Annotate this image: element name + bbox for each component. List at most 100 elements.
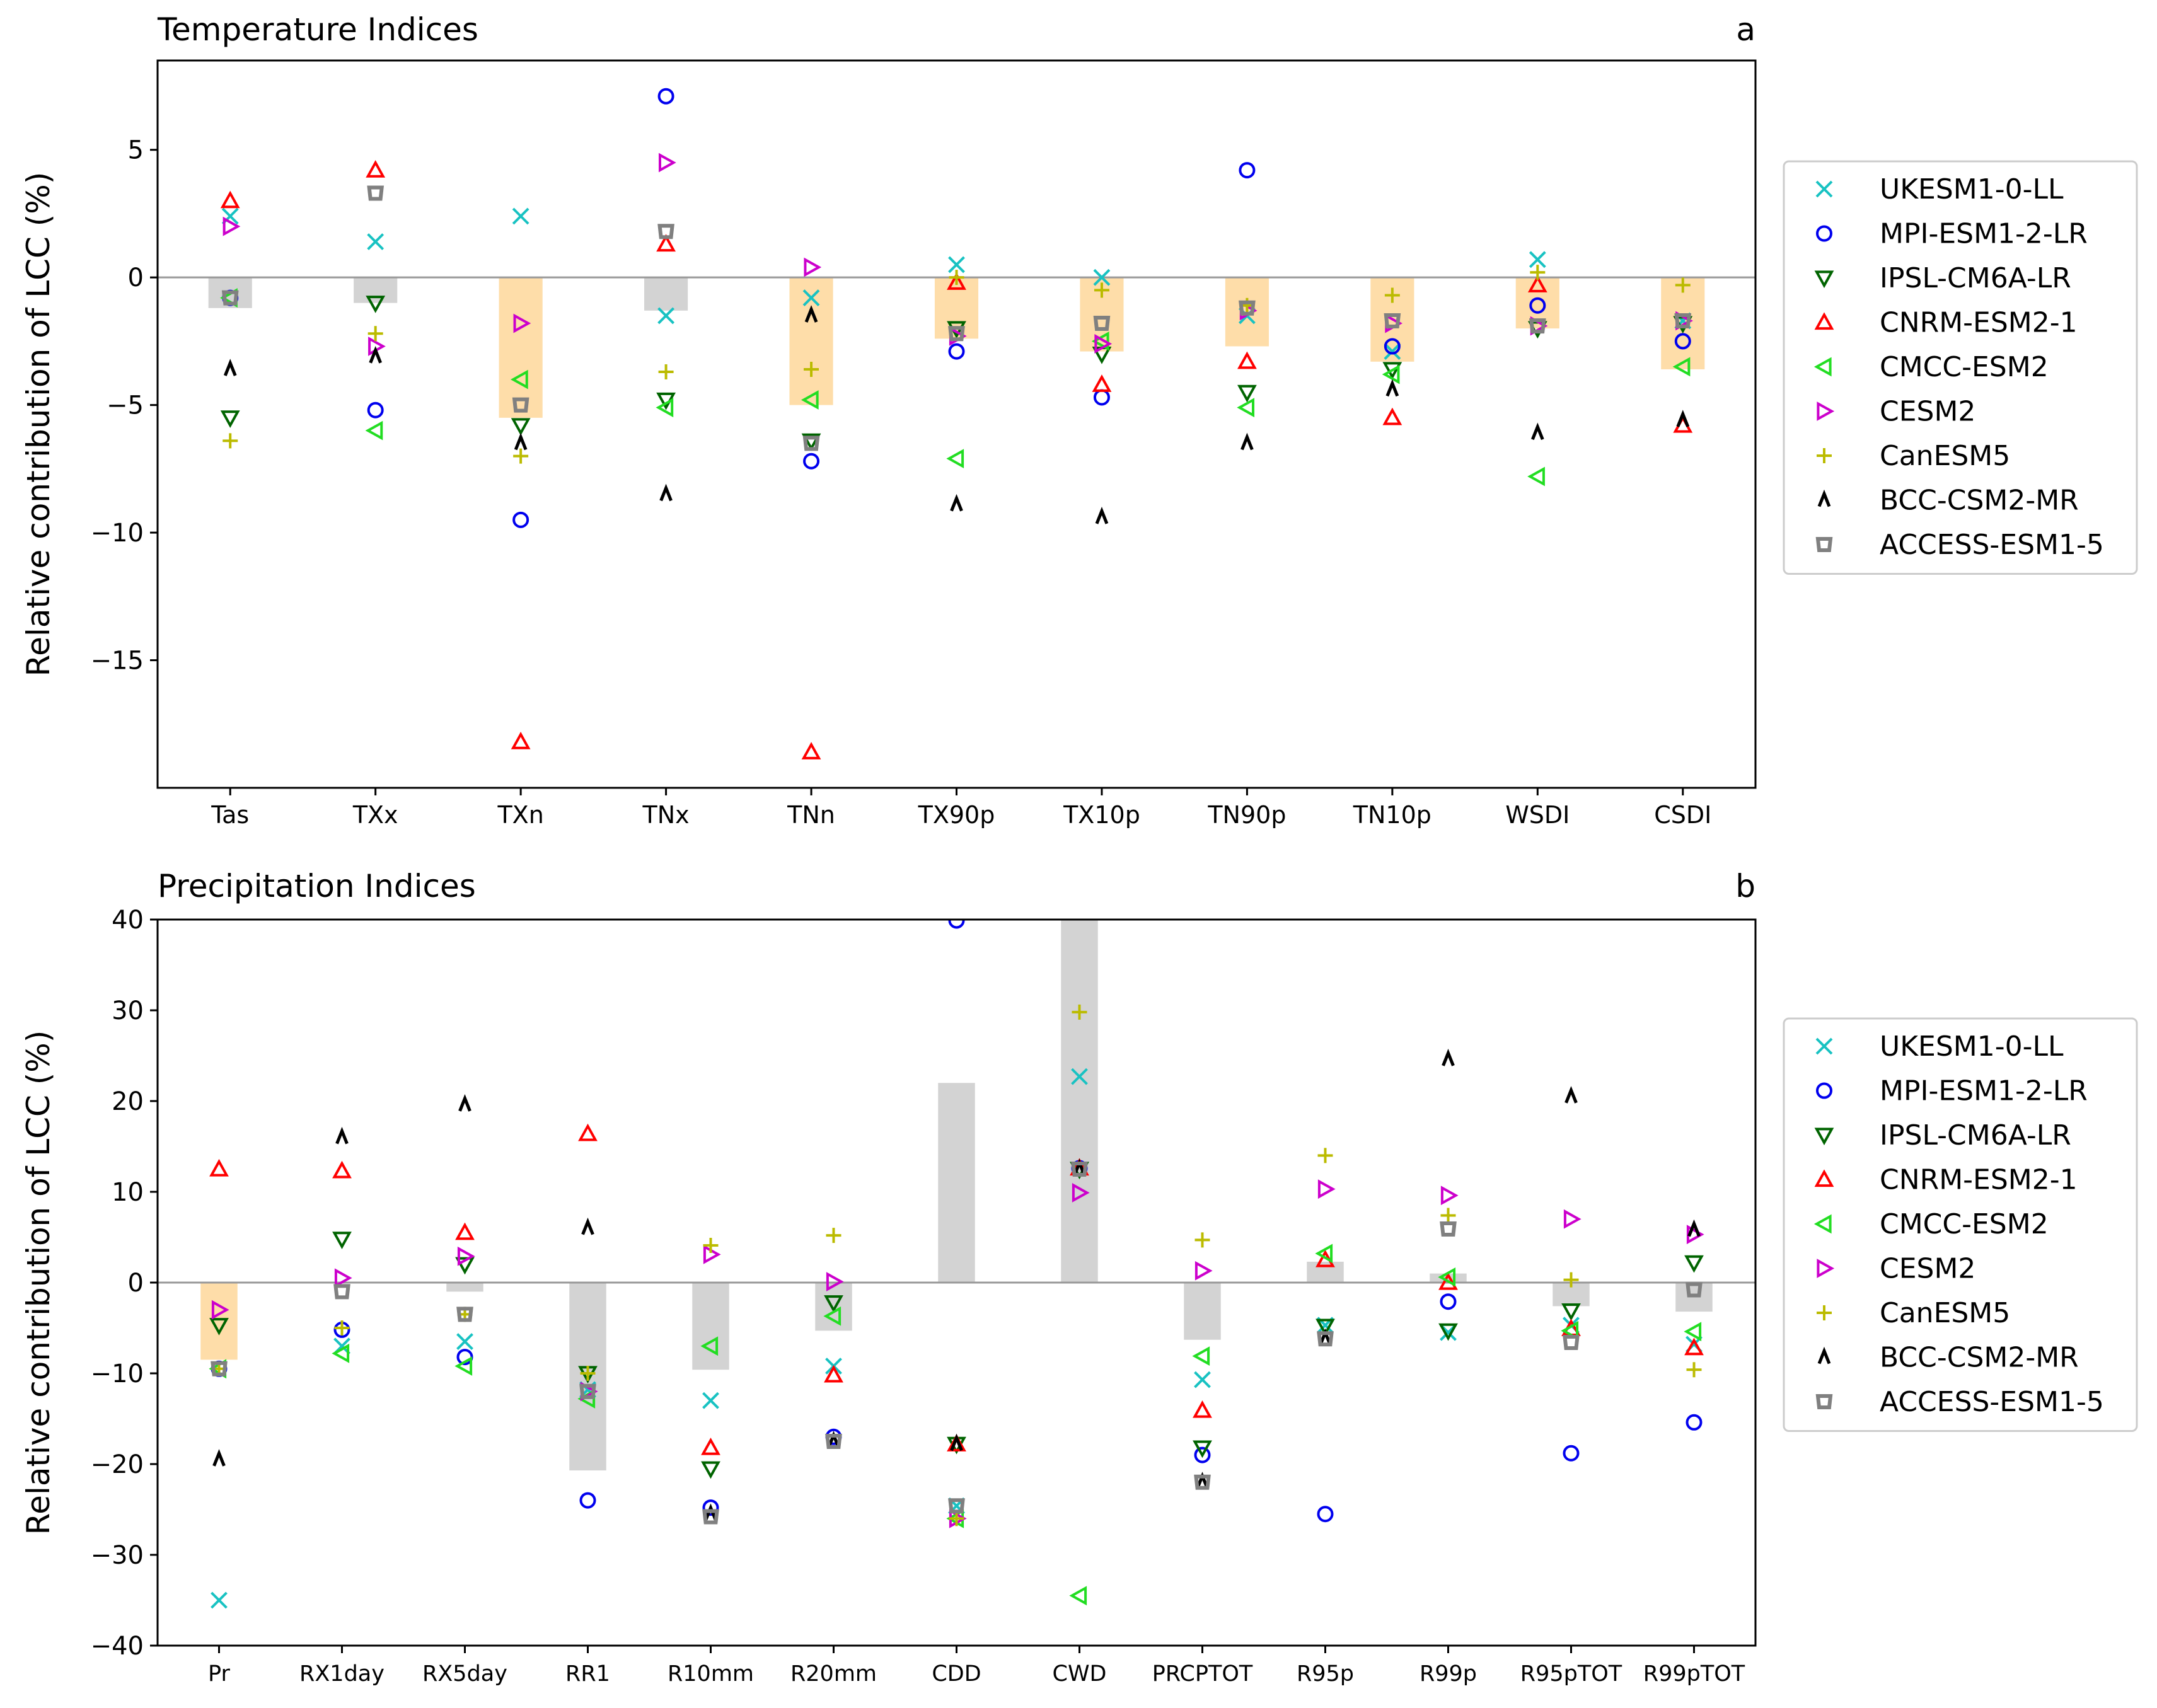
panel-a-legend-label-cnrm-esm2-1: CNRM-ESM2-1 <box>1880 307 2078 339</box>
panel-b-ytick-label-1: 30 <box>112 996 144 1025</box>
panel-a-bar-txn <box>499 277 543 418</box>
panel-b-point-access-esm1-5-rr1 <box>579 1383 596 1399</box>
panel-a-point-bcc-csm2-mr-txn <box>514 432 528 451</box>
panel-b-point-mpi-esm1-2-lr-r99ptot <box>1686 1414 1703 1431</box>
panel-a-legend: UKESM1-0-LL MPI-ESM1-2-LR IPSL-CM6A-LR CNRM… <box>1783 160 2138 575</box>
panel-b-point-cmcc-esm2-rx1day <box>332 1343 350 1363</box>
panel-b-point-canesm5-r99ptot <box>1686 1362 1702 1378</box>
panel-b-point-cmcc-esm2-r99ptot <box>1684 1322 1702 1342</box>
panel-b-legend-label-bcc-csm2-mr: BCC-CSM2-MR <box>1880 1342 2079 1374</box>
panel-b-xtick-label-r10mm: R10mm <box>668 1661 754 1687</box>
panel-a-point-access-esm1-5-tnn <box>802 436 820 451</box>
panel-b-xtick-label-cwd: CWD <box>1053 1661 1107 1687</box>
panel-b-point-bcc-csm2-mr-cdd <box>950 1433 963 1451</box>
panel-a-bar-txx <box>354 277 398 303</box>
panel-b-point-cesm2-r95p <box>1317 1179 1336 1199</box>
panel-a-group: 5 0 −5 −10 −15 Tas TXx TXn TNx TNn TX90p TX10p TN90p… <box>20 11 2138 829</box>
panel-a-point-cesm2-tnn <box>804 257 822 277</box>
panel-a-point-mpi-esm1-2-lr-tn10p <box>1384 338 1401 355</box>
panel-a-point-mpi-esm1-2-lr-wsdi <box>1529 297 1546 314</box>
panel-b-ytick-label-6: −20 <box>91 1450 144 1479</box>
panel-b-point-access-esm1-5-r99p <box>1440 1221 1457 1237</box>
panel-b-xtick-label-cdd: CDD <box>932 1661 981 1687</box>
panel-a-series-bcc-csm2-mr <box>223 305 1690 524</box>
panel-b-ytick-label-7: −30 <box>91 1541 144 1570</box>
panel-a-point-access-esm1-5-txx <box>367 185 385 201</box>
panel-b-legend-label-cesm2: CESM2 <box>1880 1253 1975 1285</box>
panel-b-series-access-esm1-5 <box>211 1162 1703 1525</box>
panel-a-point-canesm5-tas <box>223 433 238 449</box>
panel-a-series-access-esm1-5 <box>221 185 1692 451</box>
panel-a-xtick-label-tas: Tas <box>211 801 249 829</box>
panel-b-point-access-esm1-5-rx5day <box>456 1307 473 1322</box>
panel-a-point-access-esm1-5-tn10p <box>1384 313 1401 329</box>
panel-b-point-ipsl-cm6a-lr-r99ptot <box>1684 1255 1704 1273</box>
panel-a-xtick-label-tn90p: TN90p <box>1207 801 1286 829</box>
panel-a-point-cnrm-esm2-1-txn <box>511 732 531 749</box>
panel-a-point-cnrm-esm2-1-tas <box>220 190 240 209</box>
panel-a-point-bcc-csm2-mr-tx10p <box>1095 507 1109 524</box>
panel-b-point-canesm5-cdd <box>949 1511 964 1526</box>
panel-b-bar-prcptot <box>1184 1283 1221 1340</box>
panel-b-point-cnrm-esm2-1-prcptot <box>1193 1400 1212 1418</box>
panel-b-point-cesm2-r99p <box>1440 1186 1459 1206</box>
panel-b-point-canesm5-r95ptot <box>1563 1272 1579 1288</box>
panel-a-legend-marker-ukesm1-0-ll <box>1815 180 1833 198</box>
panel-b-point-cmcc-esm2-r95ptot <box>1561 1320 1579 1341</box>
panel-a-point-cmcc-esm2-tnx <box>656 398 674 418</box>
panel-b-point-ukesm1-0-ll-r10mm <box>702 1392 719 1409</box>
panel-b-legend-marker-cmcc-esm2 <box>1813 1214 1832 1234</box>
panel-b-point-access-esm1-5-rx1day <box>333 1284 350 1300</box>
panel-a-point-ukesm1-0-ll-wsdi <box>1529 251 1546 268</box>
panel-a-legend-marker-access-esm1-5 <box>1815 537 1833 552</box>
panel-a-xtick-label-txn: TXn <box>497 801 543 829</box>
panel-a-legend-marker-bcc-csm2-mr <box>1817 489 1831 507</box>
panel-b-point-bcc-csm2-mr-rx5day <box>458 1094 471 1112</box>
panel-a-panel-letter: a <box>1736 11 1755 48</box>
panel-b-point-cmcc-esm2-rx5day <box>454 1356 473 1376</box>
panel-b-point-canesm5-cwd <box>1072 1004 1087 1020</box>
panel-a-point-canesm5-txn <box>513 448 529 464</box>
panel-b-bar-cwd <box>1061 920 1098 1283</box>
panel-a-point-access-esm1-5-tx10p <box>1093 316 1111 332</box>
panel-b-point-bcc-csm2-mr-r99ptot <box>1687 1219 1701 1237</box>
panel-a-point-cnrm-esm2-1-txx <box>366 159 386 178</box>
panel-a-point-cmcc-esm2-txn <box>511 369 528 389</box>
panel-b-bar-cdd <box>938 1083 975 1283</box>
panel-b-point-cmcc-esm2-r10mm <box>700 1336 719 1356</box>
panel-a-point-ukesm1-0-ll-tx10p <box>1093 268 1111 286</box>
panel-a-legend-label-canesm5: CanESM5 <box>1880 440 2010 472</box>
panel-a-point-bcc-csm2-mr-tn10p <box>1385 379 1399 397</box>
panel-b-ytick-label-3: 10 <box>112 1178 144 1207</box>
panel-b-data-group <box>158 920 1755 1609</box>
panel-b-point-mpi-esm1-2-lr-rr1 <box>579 1492 596 1509</box>
panel-a-point-bcc-csm2-mr-tnn <box>804 305 818 323</box>
panel-b-point-access-esm1-5-r99ptot <box>1686 1282 1703 1298</box>
panel-b-xtick-label-rr1: RR1 <box>565 1661 610 1687</box>
panel-b-point-canesm5-r99p <box>1440 1208 1456 1223</box>
panel-b-point-ukesm1-0-ll-pr <box>211 1591 228 1609</box>
panel-a-point-ipsl-cm6a-lr-tn10p <box>1382 362 1402 380</box>
panel-b-bar-r99p <box>1430 1273 1467 1283</box>
panel-b-legend-label-canesm5: CanESM5 <box>1880 1297 2010 1329</box>
panel-b-point-ukesm1-0-ll-cwd <box>1071 1068 1088 1085</box>
panel-a-point-ukesm1-0-ll-tn10p <box>1384 343 1401 361</box>
panel-b-group: 40 30 20 10 0 −10 −20 −30 −40 Pr RX1day RX5day RR1 R1… <box>20 868 2138 1687</box>
panel-a-point-cesm2-txn <box>513 313 531 333</box>
panel-b-point-cmcc-esm2-prcptot <box>1192 1346 1210 1366</box>
panel-a-point-bcc-csm2-mr-tn90p <box>1240 432 1254 451</box>
panel-b-point-cnrm-esm2-1-rr1 <box>578 1123 598 1141</box>
panel-b-ytick-label-8: −40 <box>91 1632 144 1661</box>
panel-b-legend: UKESM1-0-LL MPI-ESM1-2-LR IPSL-CM6A-LR CNRM… <box>1783 1017 2138 1432</box>
panel-b-point-bcc-csm2-mr-rx1day <box>335 1126 349 1145</box>
panel-a-point-cnrm-esm2-1-tx90p <box>947 272 966 290</box>
panel-b-xtick-label-r95ptot: R95pTOT <box>1520 1661 1622 1687</box>
panel-a-legend-marker-cmcc-esm2 <box>1813 357 1832 377</box>
panel-b-point-cnrm-esm2-1-r99p <box>1438 1272 1458 1290</box>
panel-b-legend-marker-cnrm-esm2-1 <box>1814 1169 1834 1187</box>
panel-a-point-canesm5-tnx <box>658 364 674 379</box>
panel-b-xtick-label-pr: Pr <box>208 1661 230 1687</box>
panel-a-point-bcc-csm2-mr-csdi <box>1676 410 1690 427</box>
panel-b-point-cmcc-esm2-r99p <box>1438 1267 1456 1287</box>
panel-b-point-ipsl-cm6a-lr-r95p <box>1316 1319 1335 1337</box>
